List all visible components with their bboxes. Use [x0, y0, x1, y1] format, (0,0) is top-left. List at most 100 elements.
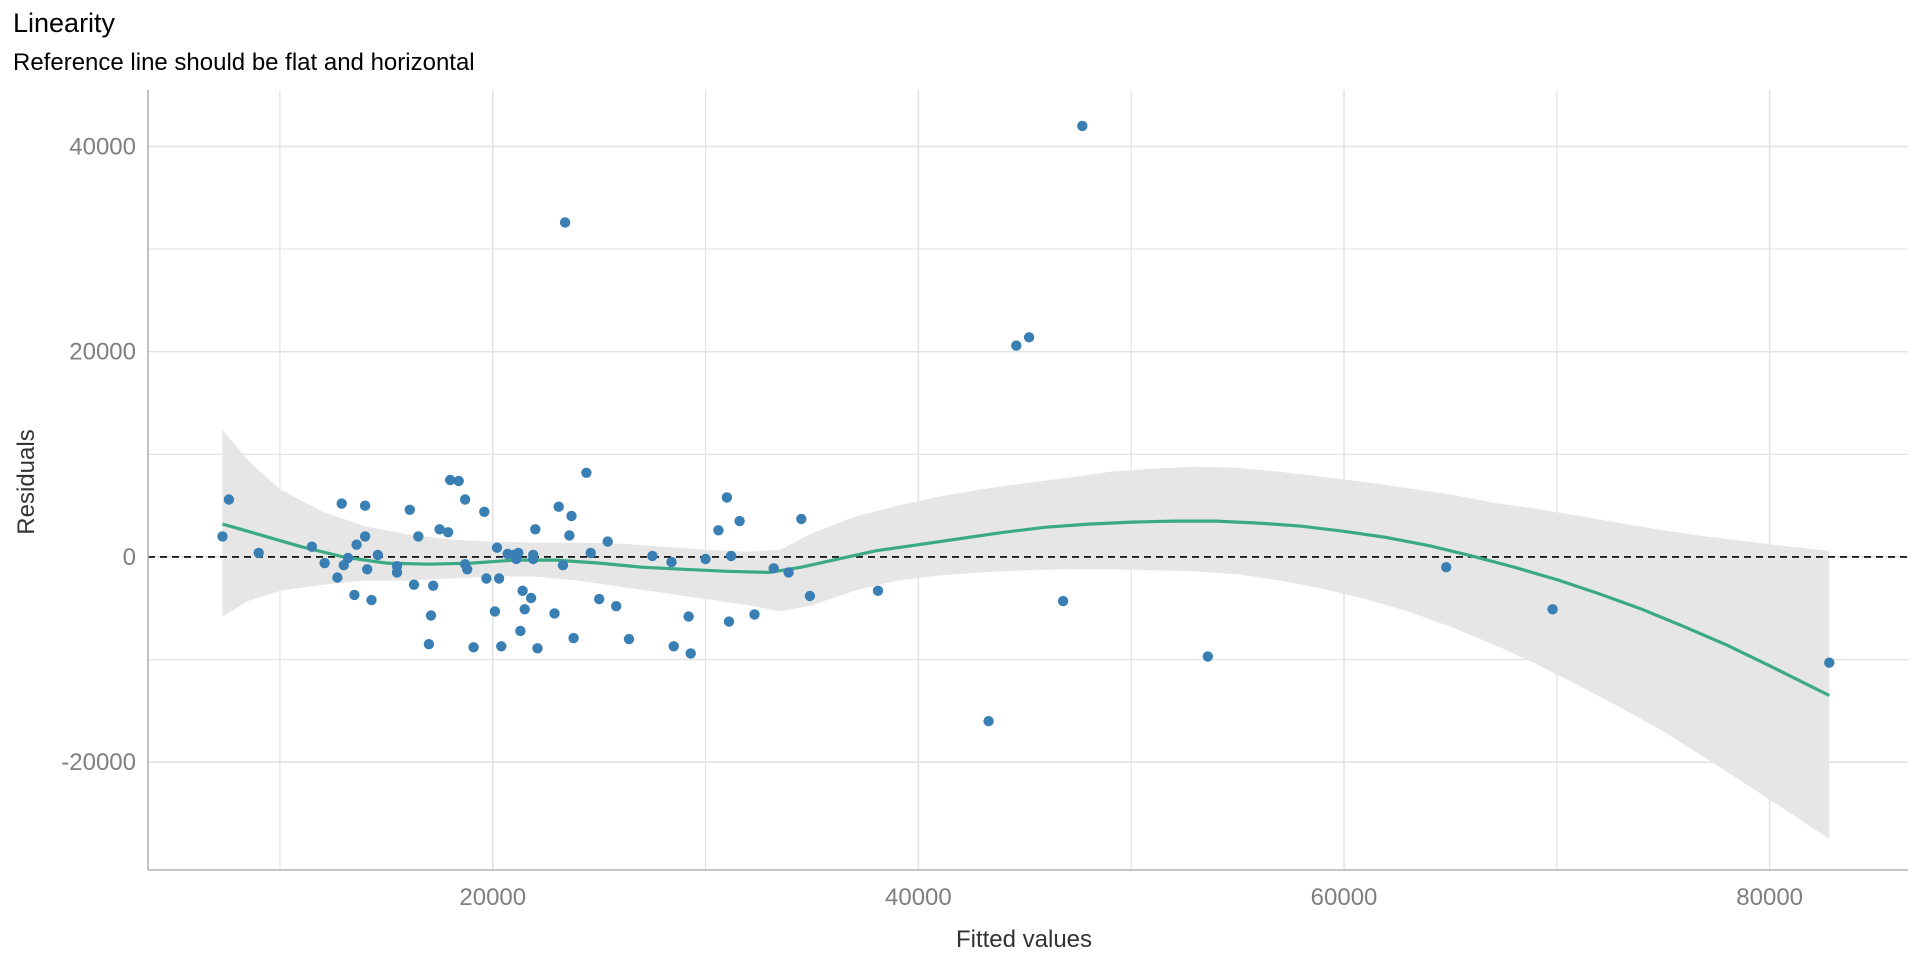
data-point — [611, 601, 622, 612]
data-point — [1011, 340, 1022, 351]
data-point — [442, 527, 454, 538]
data-point — [217, 531, 228, 542]
data-point — [366, 594, 377, 606]
data-point — [481, 573, 492, 584]
data-point — [872, 585, 884, 596]
data-point — [423, 639, 435, 650]
data-point — [1077, 120, 1088, 132]
data-point — [513, 547, 524, 559]
data-point — [306, 541, 318, 552]
data-point — [408, 579, 420, 590]
data-point — [491, 542, 503, 553]
data-point — [530, 524, 541, 535]
data-point — [700, 553, 711, 565]
data-point — [713, 525, 724, 536]
data-point — [391, 561, 403, 572]
data-point — [496, 641, 507, 652]
data-point — [462, 564, 473, 575]
data-point — [515, 625, 526, 637]
data-point — [734, 515, 745, 527]
data-point — [557, 560, 569, 571]
data-point — [768, 563, 779, 574]
data-point — [428, 580, 439, 591]
y-tick-label: 0 — [123, 544, 136, 571]
data-point — [342, 552, 354, 564]
data-point — [568, 632, 579, 644]
data-point — [1824, 657, 1835, 668]
data-point — [1441, 562, 1452, 573]
data-point — [434, 524, 445, 535]
data-point — [425, 610, 437, 621]
data-point — [362, 564, 373, 575]
chart-title: Linearity — [13, 8, 116, 38]
data-point — [723, 616, 735, 627]
data-point — [528, 549, 539, 561]
data-point — [517, 585, 528, 596]
data-point — [336, 498, 347, 509]
data-point — [253, 547, 264, 559]
data-point — [532, 643, 543, 654]
data-point — [647, 550, 658, 562]
x-axis-title: Fitted values — [956, 926, 1092, 953]
x-tick-label: 40000 — [885, 884, 952, 911]
data-point — [349, 589, 360, 601]
data-point — [685, 648, 696, 659]
data-point — [749, 609, 760, 620]
data-point — [525, 592, 537, 604]
data-point — [1057, 595, 1069, 607]
data-point — [581, 467, 592, 478]
data-point — [983, 716, 994, 727]
data-point — [332, 572, 343, 583]
data-point — [804, 590, 816, 602]
data-point — [683, 611, 694, 622]
x-tick-label: 20000 — [459, 884, 526, 911]
data-point — [1202, 651, 1214, 662]
data-point — [453, 475, 464, 487]
data-point — [413, 531, 424, 542]
data-point — [404, 504, 415, 515]
major-gridlines — [148, 90, 1908, 870]
y-tick-label: 20000 — [69, 339, 136, 366]
data-point — [1023, 332, 1035, 343]
data-point — [445, 474, 456, 486]
data-points — [217, 120, 1835, 727]
chart-subtitle: Reference line should be flat and horizo… — [13, 49, 475, 76]
data-point — [319, 557, 330, 569]
data-point — [459, 494, 471, 505]
data-point — [721, 492, 733, 503]
data-point — [549, 608, 560, 619]
data-point — [493, 573, 505, 584]
y-axis-ticks: -20000 0 20000 40000 — [61, 133, 136, 776]
minor-gridlines — [148, 90, 1908, 870]
data-point — [468, 642, 479, 653]
data-point — [559, 217, 571, 228]
data-point — [489, 606, 501, 617]
data-point — [223, 494, 235, 505]
data-point — [796, 513, 807, 525]
data-point — [668, 641, 679, 652]
y-axis-title: Residuals — [13, 429, 40, 534]
confidence-band — [222, 429, 1830, 840]
data-point — [553, 501, 564, 512]
x-axis-ticks: 20000 40000 60000 80000 — [459, 884, 1803, 911]
data-point — [351, 539, 362, 550]
y-tick-label: 40000 — [69, 133, 136, 160]
data-point — [725, 550, 737, 562]
data-point — [783, 567, 794, 578]
data-point — [666, 556, 677, 568]
x-tick-label: 80000 — [1736, 884, 1803, 911]
smooth-fit-line — [222, 519, 1831, 697]
data-point — [1547, 604, 1558, 615]
data-point — [623, 633, 635, 645]
x-tick-label: 60000 — [1311, 884, 1378, 911]
data-point — [602, 536, 613, 547]
data-point — [359, 531, 371, 542]
data-point — [566, 510, 577, 522]
data-point — [564, 530, 575, 541]
y-tick-label: -20000 — [61, 749, 136, 776]
data-point — [372, 549, 383, 561]
data-point — [519, 604, 530, 615]
data-point — [594, 593, 605, 605]
data-point — [479, 506, 490, 517]
